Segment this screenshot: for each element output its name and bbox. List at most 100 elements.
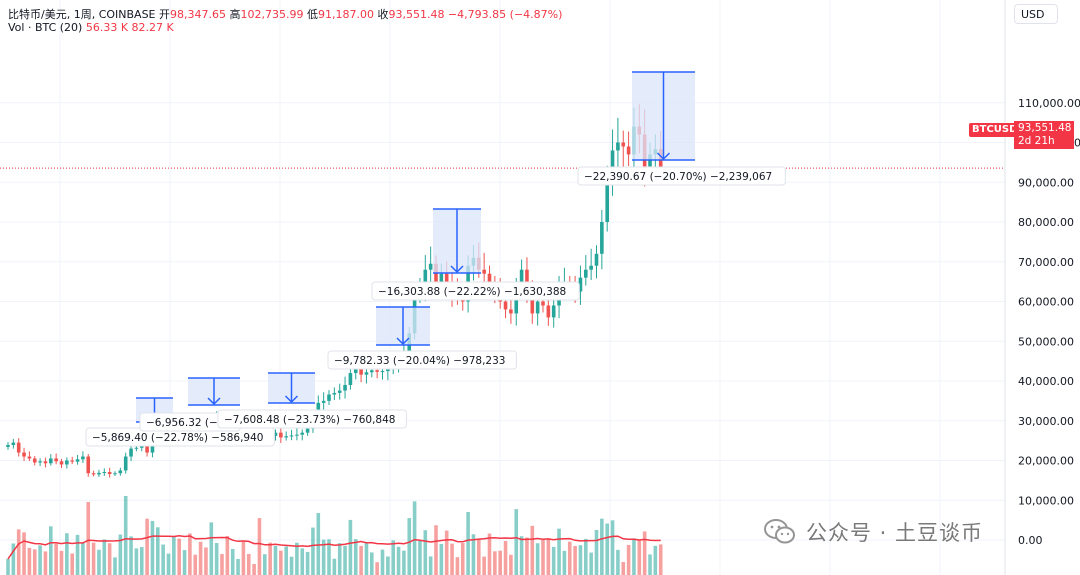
measure-label: −22,390.67 (−20.70%) −2,239,067 bbox=[584, 171, 772, 183]
volume-bar bbox=[637, 540, 642, 575]
volume-bar bbox=[444, 530, 449, 575]
candle-body bbox=[423, 269, 428, 290]
measure-label: −6,956.32 (−22 bbox=[146, 417, 231, 429]
candle-body bbox=[439, 273, 444, 286]
volume-bar bbox=[460, 543, 465, 575]
volume-bar bbox=[279, 550, 283, 575]
candle-body bbox=[610, 150, 615, 183]
candle-body bbox=[113, 473, 117, 475]
volume-bar bbox=[375, 562, 379, 575]
measure-label-box bbox=[327, 350, 517, 370]
candle-body bbox=[482, 269, 486, 274]
volume-bar bbox=[605, 523, 609, 575]
volume-bar bbox=[81, 542, 85, 575]
volume-bar bbox=[49, 526, 53, 575]
volume-bar bbox=[332, 558, 337, 575]
volume-bar bbox=[364, 542, 369, 575]
y-tick-label: 40,000.00 bbox=[1018, 375, 1074, 388]
volume-bar bbox=[509, 554, 513, 575]
volume-bar bbox=[22, 532, 26, 575]
candle-body bbox=[27, 456, 32, 459]
volume-bar bbox=[370, 552, 374, 575]
candle-body bbox=[530, 293, 535, 314]
candle-body bbox=[273, 432, 278, 436]
volume-bar bbox=[648, 554, 652, 575]
volume-bar bbox=[11, 543, 16, 575]
volume-bar bbox=[610, 520, 615, 575]
volume-indicator-label[interactable]: Vol · BTC (20) bbox=[8, 21, 83, 34]
candle-body bbox=[594, 253, 599, 266]
volume-bar bbox=[386, 556, 390, 575]
symbol-price-tag: BTCUSD bbox=[969, 123, 1021, 137]
currency-button[interactable]: USD bbox=[1014, 4, 1058, 24]
candle-body bbox=[284, 436, 288, 438]
volume-bar bbox=[188, 533, 192, 575]
volume-bar bbox=[91, 542, 96, 575]
volume-bar bbox=[107, 543, 112, 575]
candle-body bbox=[546, 305, 551, 318]
candle-body bbox=[129, 448, 133, 457]
arrow-down-icon bbox=[284, 395, 299, 404]
volume-bar bbox=[295, 542, 299, 575]
candle-body bbox=[295, 434, 299, 436]
volume-bar bbox=[525, 537, 529, 575]
candle-body bbox=[380, 371, 385, 373]
volume-bar bbox=[198, 541, 203, 575]
volume-bar bbox=[113, 557, 117, 575]
volume-bar bbox=[102, 539, 107, 575]
volume-bar bbox=[541, 540, 545, 575]
symbol-label[interactable]: 比特币/美元, 1周, COINBASE bbox=[8, 8, 156, 21]
volume-bar bbox=[230, 548, 235, 575]
arrow-down-icon bbox=[207, 397, 221, 406]
volume-ma-line bbox=[7, 534, 661, 560]
volume-bar bbox=[439, 543, 444, 575]
volume-bar bbox=[632, 538, 636, 575]
candle-body bbox=[434, 263, 438, 286]
volume-bar bbox=[466, 512, 470, 575]
candle-body bbox=[102, 472, 107, 474]
volume-bar bbox=[380, 549, 385, 575]
candle-body bbox=[509, 309, 513, 314]
y-tick-label: 50,000.00 bbox=[1018, 335, 1074, 348]
high-value: 102,735.99 bbox=[240, 8, 304, 21]
candle-body bbox=[305, 428, 310, 433]
arrow-down-icon bbox=[396, 337, 410, 346]
candle-body bbox=[11, 442, 16, 445]
volume-bar bbox=[75, 534, 80, 575]
volume-bar bbox=[418, 540, 422, 575]
volume-bar bbox=[156, 527, 160, 575]
arrow-down-icon bbox=[450, 265, 464, 274]
candle-body bbox=[279, 432, 283, 438]
candle-body bbox=[584, 269, 588, 278]
measure-label-box bbox=[371, 281, 580, 301]
candle-body bbox=[444, 273, 449, 286]
volume-bar bbox=[434, 525, 438, 575]
candle-body bbox=[118, 470, 123, 474]
volume-bar bbox=[493, 551, 497, 575]
change-value: −4,793.85 (−4.87%) bbox=[447, 8, 563, 21]
candle-body bbox=[364, 372, 369, 375]
volume-bar bbox=[241, 542, 246, 575]
candle-body bbox=[150, 442, 155, 453]
candle-body bbox=[519, 269, 524, 286]
y-tick-label: 30,000.00 bbox=[1018, 415, 1074, 428]
volume-bar bbox=[289, 556, 294, 575]
volume-bar bbox=[268, 542, 272, 575]
volume-bar bbox=[316, 513, 321, 575]
volume-value: 56.33 K bbox=[85, 21, 129, 34]
volume-ma-value: 82.27 K bbox=[131, 21, 174, 34]
candle-body bbox=[626, 146, 631, 155]
volume-bar bbox=[86, 502, 91, 575]
candle-body bbox=[370, 370, 374, 373]
volume-bar bbox=[27, 547, 32, 575]
volume-bar bbox=[535, 543, 540, 575]
candle-body bbox=[621, 142, 626, 147]
volume-bar bbox=[16, 529, 21, 575]
volume-bar bbox=[305, 551, 310, 575]
low-value: 91,187.00 bbox=[317, 8, 374, 21]
y-tick-label: 10,000.00 bbox=[1018, 494, 1074, 507]
candle-body bbox=[375, 370, 379, 372]
last-price-tag: 93,551.48 2d 21h bbox=[1014, 121, 1074, 149]
candle-body bbox=[616, 142, 620, 151]
